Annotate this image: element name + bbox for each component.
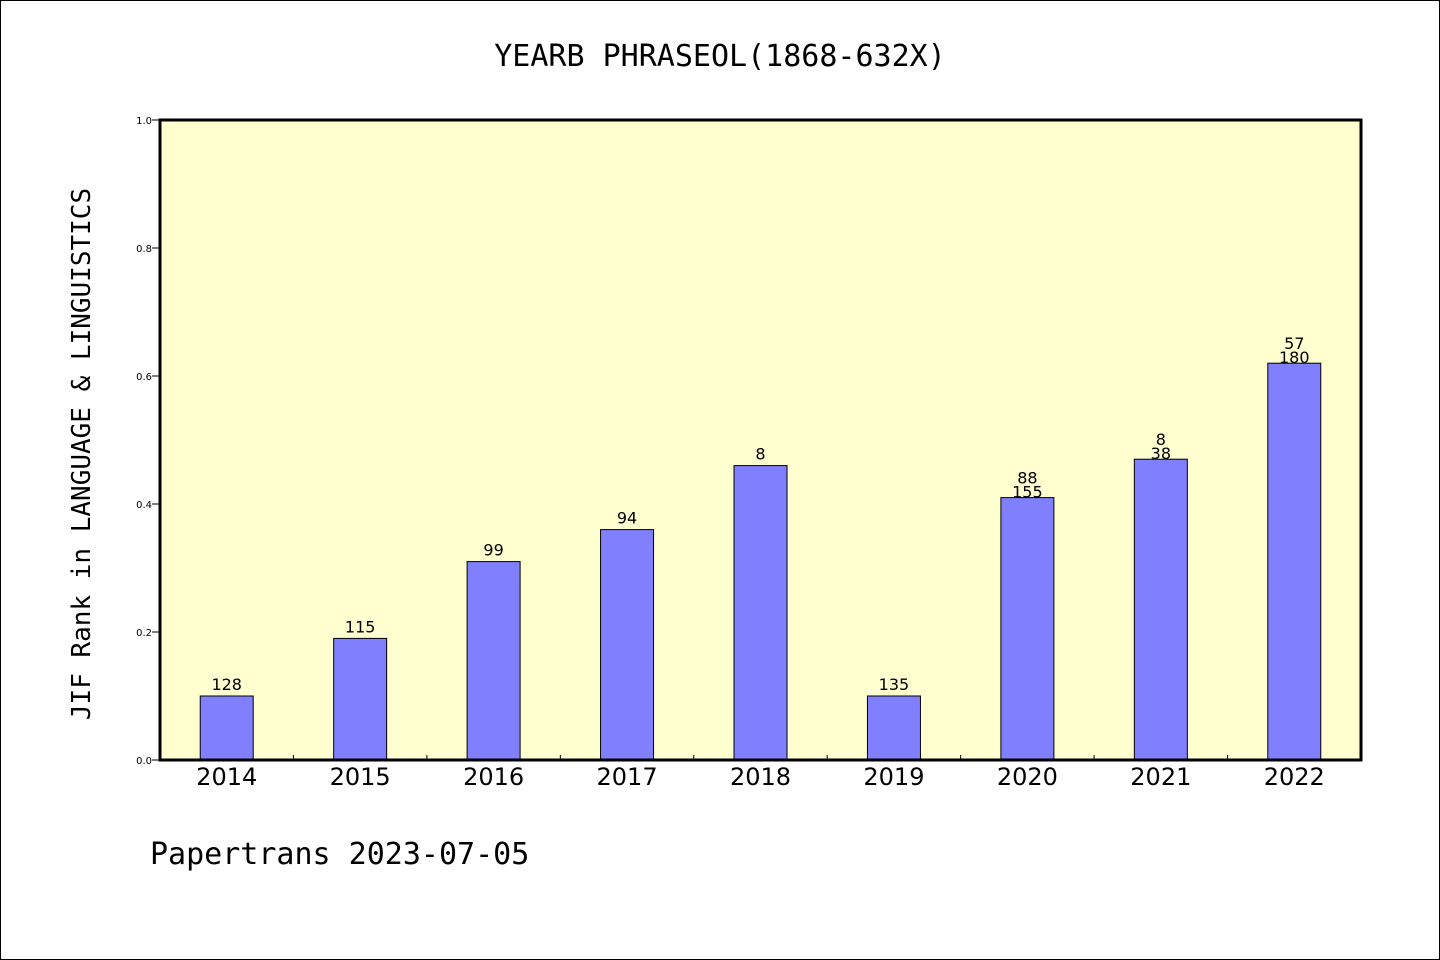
data-label: 57 <box>1284 334 1304 353</box>
y-axis-label: JIF Rank in LANGUAGE & LINGUISTICS <box>67 188 97 720</box>
bar-2018 <box>733 465 788 761</box>
x-tick-label: 2020 <box>997 763 1058 791</box>
x-tick-label: 2015 <box>330 763 391 791</box>
x-tick-label: 2021 <box>1130 763 1191 791</box>
bar-2022 <box>1267 362 1322 761</box>
x-tick-label: 2022 <box>1264 763 1325 791</box>
data-label: 38 <box>1151 444 1171 463</box>
x-axis: 2014 2015 2016 2017 2018 2019 2020 2021 2022 <box>196 755 1325 791</box>
y-tick-label: 1.0 <box>136 116 152 127</box>
bar-2016 <box>466 561 521 761</box>
x-tick-label: 2016 <box>463 763 524 791</box>
x-tick-label: 2019 <box>863 763 924 791</box>
bar-2014 <box>199 695 254 761</box>
bar-2017 <box>600 529 655 761</box>
data-label: 88 <box>1017 469 1037 488</box>
bar-2021 <box>1133 458 1188 761</box>
data-label: 115 <box>345 617 376 636</box>
data-label: 8 <box>1156 430 1166 449</box>
data-label: 135 <box>879 675 910 694</box>
y-tick-label: 0.6 <box>136 372 152 383</box>
x-tick-label: 2018 <box>730 763 791 791</box>
footer-text: Papertrans 2023-07-05 <box>150 837 529 872</box>
y-tick-label: 0.8 <box>136 244 152 255</box>
plot-border <box>158 118 1363 762</box>
y-tick-label: 0.4 <box>136 500 152 511</box>
y-axis: 0.0 0.2 0.4 0.6 0.8 1.0 <box>136 116 160 767</box>
x-tick-label: 2014 <box>196 763 257 791</box>
data-label: 128 <box>211 675 242 694</box>
bar-2019 <box>866 695 921 761</box>
bar-2015 <box>333 637 388 761</box>
bar-2020 <box>1000 497 1055 761</box>
data-label: 99 <box>483 541 503 560</box>
x-tick-label: 2017 <box>597 763 658 791</box>
data-label: 180 <box>1279 348 1310 367</box>
data-label: 94 <box>617 509 637 528</box>
y-tick-label: 0.2 <box>136 628 152 639</box>
y-tick-label: 0.0 <box>136 756 152 767</box>
data-label: 155 <box>1012 483 1043 502</box>
chart-title: YEARB PHRASEOL(1868-632X) <box>494 39 946 74</box>
data-label: 8 <box>755 445 765 464</box>
